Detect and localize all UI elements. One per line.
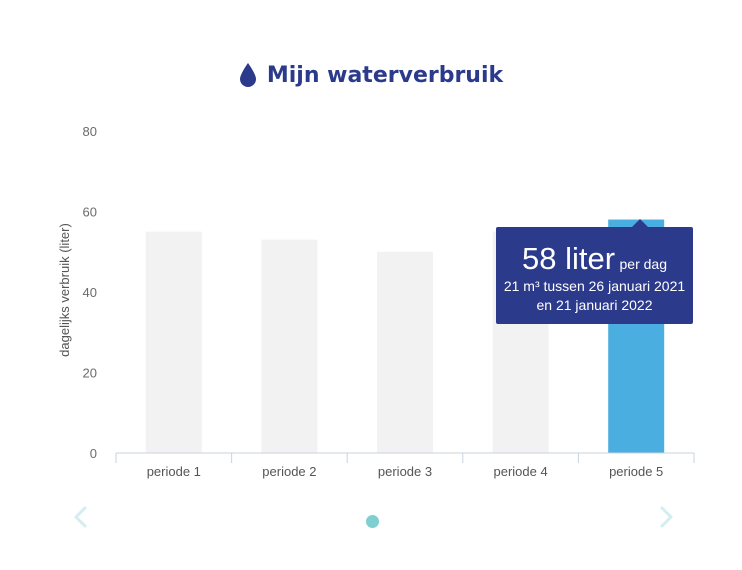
x-tick-label: periode 1 bbox=[147, 464, 201, 479]
pager-dot-icon[interactable] bbox=[366, 515, 379, 528]
x-tick-label: periode 2 bbox=[262, 464, 316, 479]
tooltip-value: 58 liter bbox=[522, 241, 616, 276]
chevron-right-icon bbox=[660, 506, 673, 528]
bar-3[interactable] bbox=[377, 251, 433, 453]
x-tick-label: periode 3 bbox=[378, 464, 432, 479]
tooltip-unit: per dag bbox=[619, 256, 667, 272]
y-tick-label: 20 bbox=[83, 366, 97, 381]
y-tick-label: 0 bbox=[90, 446, 97, 461]
chart-title-text: Mijn waterverbruik bbox=[266, 62, 504, 88]
tooltip-line-1: 21 m³ tussen 26 januari 2021 bbox=[503, 278, 686, 294]
y-tick-label: 40 bbox=[83, 285, 97, 300]
next-button[interactable] bbox=[651, 502, 681, 532]
y-tick-label: 60 bbox=[83, 205, 97, 220]
chevron-left-icon bbox=[74, 506, 87, 528]
y-tick-label: 80 bbox=[83, 124, 97, 139]
tooltip-line-2: en 21 januari 2022 bbox=[536, 297, 653, 313]
chart-title: Mijn waterverbruik bbox=[0, 62, 742, 88]
water-drop-icon bbox=[239, 62, 257, 88]
y-axis-label: dagelijks verbruik (liter) bbox=[57, 223, 72, 357]
x-tick-label: periode 4 bbox=[493, 464, 547, 479]
x-tick-label: periode 5 bbox=[609, 464, 663, 479]
value-tooltip: 58 liter per dag 21 m³ tussen 26 januari… bbox=[496, 219, 693, 324]
prev-button[interactable] bbox=[66, 502, 96, 532]
bar-2[interactable] bbox=[261, 239, 318, 453]
bar-1[interactable] bbox=[145, 231, 202, 453]
